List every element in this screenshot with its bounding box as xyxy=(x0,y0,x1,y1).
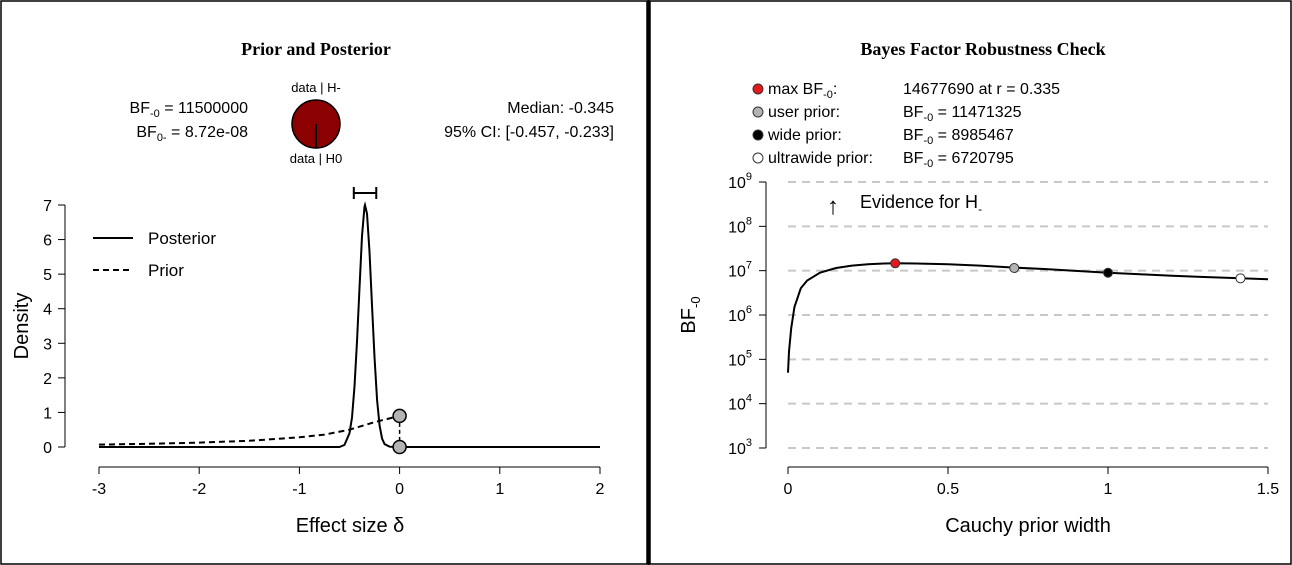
left-y-ticks: 0 1 2 3 4 5 6 7 xyxy=(43,198,65,457)
right-x-ticks: 0 0.5 1 1.5 xyxy=(784,467,1279,498)
prior-line xyxy=(98,414,400,446)
y-tick-label: 6 xyxy=(43,233,52,250)
pie-top-label: data | H- xyxy=(291,80,341,95)
credible-interval-bar xyxy=(352,187,378,199)
left-y-axis-label: Density xyxy=(11,293,33,360)
legend-label: max BF-0: xyxy=(768,81,837,101)
median-text: Median: -0.345 xyxy=(507,100,614,117)
legend-label: wide prior: xyxy=(767,127,842,144)
evidence-arrow-icon: ↑ xyxy=(827,193,839,220)
y-tick-label: 106 xyxy=(728,304,752,325)
left-chart-title: Prior and Posterior xyxy=(241,39,391,59)
x-tick-label: 1.5 xyxy=(1257,481,1279,498)
legend-prior-label: Prior xyxy=(148,261,184,280)
robustness-legend: max BF-0: 14677690 at r = 0.335 user prior… xyxy=(752,81,1060,170)
right-y-axis-label: BF-0 xyxy=(678,296,703,333)
right-gridlines xyxy=(788,181,1268,449)
legend-label: ultrawide prior: xyxy=(768,150,873,167)
right-chart-title: Bayes Factor Robustness Check xyxy=(860,39,1105,59)
max-BF-0-point xyxy=(890,258,901,269)
prior-at-zero-point xyxy=(392,408,407,424)
y-tick-label: 109 xyxy=(728,171,752,192)
y-tick-label: 103 xyxy=(728,437,752,458)
legend-value: BF-0 = 6720795 xyxy=(903,150,1014,170)
right-y-ticks: 103 104 105 106 107 108 109 xyxy=(728,171,766,458)
bf-zero-minus-text: BF0- = 8.72e-08 xyxy=(136,124,248,144)
x-tick-label: -1 xyxy=(292,481,306,498)
user-prior-point xyxy=(1009,263,1020,274)
wide-prior-point xyxy=(1103,267,1113,278)
bf-minus-zero-text: BF-0 = 11500000 xyxy=(130,100,249,120)
y-tick-label: 104 xyxy=(728,393,752,414)
bf-robustness-line xyxy=(787,262,1269,373)
y-tick-label: 1 xyxy=(43,405,52,422)
y-tick-label: 108 xyxy=(728,215,752,236)
legend-marker xyxy=(752,83,764,95)
left-x-axis-label: Effect size δ xyxy=(296,515,405,537)
legend-marker xyxy=(752,106,764,118)
right-panel-frame xyxy=(649,0,1292,565)
left-panel: Prior and Posterior BF-0 = 11500000 BF0-… xyxy=(11,39,614,537)
legend-value: BF-0 = 11471325 xyxy=(903,104,1022,124)
x-tick-label: 0.5 xyxy=(937,481,959,498)
robustness-points xyxy=(890,258,1246,284)
posterior-line xyxy=(99,201,600,448)
x-tick-label: -2 xyxy=(192,481,206,498)
y-tick-label: 105 xyxy=(728,348,752,369)
posterior-at-zero-point xyxy=(392,439,407,455)
x-tick-label: -3 xyxy=(92,481,106,498)
savage-dickey-points xyxy=(392,408,407,455)
legend-posterior-label: Posterior xyxy=(148,229,216,248)
legend-label: user prior: xyxy=(768,104,840,121)
y-tick-label: 2 xyxy=(43,371,52,388)
x-tick-label: 2 xyxy=(596,481,605,498)
evidence-label: Evidence for H- xyxy=(860,192,982,216)
legend-value: 14677690 at r = 0.335 xyxy=(903,81,1060,98)
right-x-axis-label: Cauchy prior width xyxy=(945,515,1111,537)
x-tick-label: 1 xyxy=(495,481,504,498)
left-x-ticks: -3 -2 -1 0 1 2 xyxy=(92,467,605,498)
y-tick-label: 4 xyxy=(43,302,52,319)
y-tick-label: 3 xyxy=(43,336,52,353)
legend-value: BF-0 = 8985467 xyxy=(903,127,1014,147)
x-tick-label: 0 xyxy=(784,481,793,498)
x-tick-label: 0 xyxy=(395,481,404,498)
x-tick-label: 1 xyxy=(1104,481,1113,498)
pie-bottom-label: data | H0 xyxy=(290,151,343,166)
ultrawide-prior-point xyxy=(1235,273,1246,284)
y-tick-label: 107 xyxy=(728,260,752,281)
legend-marker xyxy=(752,152,764,164)
ci-text: 95% CI: [-0.457, -0.233] xyxy=(444,124,614,141)
right-panel: Bayes Factor Robustness Check max BF-0: 1… xyxy=(678,39,1279,537)
y-tick-label: 7 xyxy=(43,198,52,215)
y-tick-label: 0 xyxy=(43,440,52,457)
left-panel-frame xyxy=(0,0,648,565)
y-tick-label: 5 xyxy=(43,267,52,284)
legend-marker xyxy=(752,129,764,141)
